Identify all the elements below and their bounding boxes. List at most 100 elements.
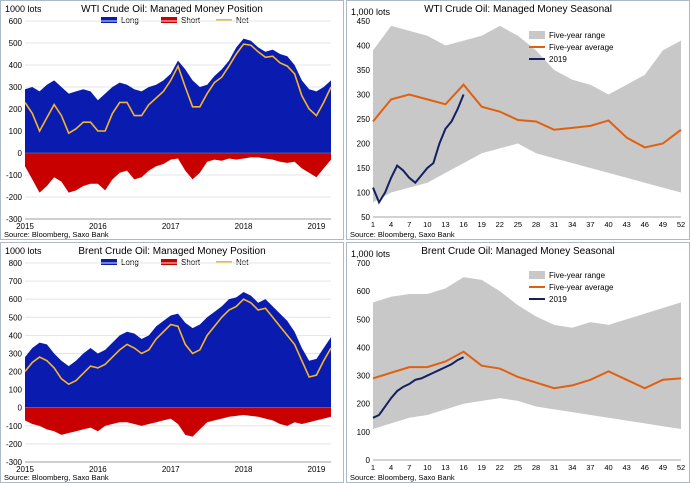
series-net-line	[24, 43, 332, 135]
y-tick-label: 700	[357, 259, 371, 268]
y-tick-label: -200	[6, 193, 23, 202]
legend-swatch-long	[101, 17, 117, 23]
x-tick-label: 2015	[16, 465, 34, 474]
chart-title: Brent Crude Oil: Managed Money Seasonal	[421, 246, 614, 257]
legend-swatch-range	[529, 271, 545, 279]
x-tick-label: 2016	[89, 465, 107, 474]
x-tick-label: 43	[622, 220, 630, 229]
x-tick-label: 7	[407, 463, 411, 472]
legend-swatch-short	[161, 17, 177, 23]
x-tick-label: 4	[389, 463, 393, 472]
y-tick-label: 100	[357, 428, 371, 437]
y-tick-label: 0	[18, 404, 23, 413]
legend-label-y2019: 2019	[549, 295, 567, 304]
wti-position-panel: 1000 lots WTI Crude Oil: Managed Money Po…	[0, 0, 344, 240]
y-tick-label: -300	[6, 458, 23, 467]
x-tick-label: 2019	[308, 465, 326, 474]
y-tick-label: 500	[9, 313, 23, 322]
x-tick-label: 52	[677, 463, 685, 472]
series-short-area	[25, 407, 331, 437]
legend-label-range: Five-year range	[549, 31, 606, 40]
legend-label-avg: Five-year average	[549, 43, 614, 52]
y-tick-label: 400	[9, 331, 23, 340]
y-tick-label: 300	[9, 349, 23, 358]
legend-swatch-long	[101, 259, 117, 265]
legend-label-avg: Five-year average	[549, 283, 614, 292]
x-tick-label: 7	[407, 220, 411, 229]
brent-position-panel: 1000 lots Brent Crude Oil: Managed Money …	[0, 242, 344, 483]
x-tick-label: 2017	[162, 222, 180, 231]
y-tick-label: 100	[9, 386, 23, 395]
series-long-area	[25, 38, 331, 153]
y-tick-label: 600	[9, 295, 23, 304]
brent-seasonal-panel: 1,000 lots Brent Crude Oil: Managed Money…	[346, 242, 690, 483]
x-tick-label: 37	[586, 220, 594, 229]
x-tick-label: 34	[568, 463, 576, 472]
y-tick-label: 600	[9, 17, 23, 26]
x-tick-label: 16	[459, 463, 467, 472]
x-tick-label: 22	[496, 463, 504, 472]
wti-position-chart: 1000 lots WTI Crude Oil: Managed Money Po…	[4, 4, 332, 239]
source-note: Source: Bloomberg, Saxo Bank	[4, 473, 109, 482]
series-five-year-average	[372, 83, 682, 149]
series-2019	[372, 356, 465, 419]
chart-title: WTI Crude Oil: Managed Money Seasonal	[424, 4, 612, 15]
y-tick-label: 500	[357, 315, 371, 324]
legend-swatch-range	[529, 31, 545, 39]
y-tick-label: 300	[357, 372, 371, 381]
x-tick-label: 4	[389, 220, 393, 229]
y-tick-label: 200	[9, 368, 23, 377]
x-tick-label: 43	[622, 463, 630, 472]
x-tick-label: 40	[604, 463, 612, 472]
x-tick-label: 34	[568, 220, 576, 229]
brent-position-chart: 1000 lots Brent Crude Oil: Managed Money …	[4, 246, 332, 482]
source-note: Source: Bloomberg, Saxo Bank	[350, 230, 455, 239]
unit-label: 1,000 lots	[351, 7, 391, 17]
unit-label: 1000 lots	[5, 246, 42, 256]
x-tick-label: 28	[532, 463, 540, 472]
y-tick-label: 450	[357, 17, 371, 26]
y-tick-label: 600	[357, 287, 371, 296]
x-tick-label: 19	[478, 220, 486, 229]
x-tick-label: 31	[550, 220, 558, 229]
y-tick-label: 150	[357, 164, 371, 173]
y-tick-label: 100	[357, 189, 371, 198]
y-tick-label: 350	[357, 66, 371, 75]
y-tick-label: 50	[361, 213, 370, 222]
wti-seasonal-chart: 1,000 lots WTI Crude Oil: Managed Money S…	[350, 4, 685, 239]
series-five-year-average	[372, 350, 682, 390]
series-long-area	[25, 291, 331, 408]
x-tick-label: 40	[604, 220, 612, 229]
y-tick-label: 400	[9, 61, 23, 70]
x-tick-label: 2018	[235, 465, 253, 474]
unit-label: 1000 lots	[5, 4, 42, 14]
unit-label: 1,000 lots	[351, 249, 391, 259]
x-tick-label: 13	[441, 463, 449, 472]
series-short-area	[25, 153, 331, 193]
y-tick-label: 100	[9, 127, 23, 136]
y-tick-label: 200	[357, 400, 371, 409]
x-tick-label: 2019	[308, 222, 326, 231]
y-tick-label: -200	[6, 440, 23, 449]
x-tick-label: 13	[441, 220, 449, 229]
x-tick-label: 31	[550, 463, 558, 472]
y-tick-label: 0	[18, 149, 23, 158]
x-tick-label: 49	[659, 220, 667, 229]
x-tick-label: 16	[459, 220, 467, 229]
y-tick-label: 700	[9, 277, 23, 286]
x-tick-label: 1	[371, 463, 375, 472]
series-net-line	[24, 298, 332, 386]
x-tick-label: 10	[423, 463, 431, 472]
series-five-year-range	[373, 25, 681, 203]
x-tick-label: 2015	[16, 222, 34, 231]
x-tick-label: 46	[641, 220, 649, 229]
x-tick-label: 49	[659, 463, 667, 472]
y-tick-label: 250	[357, 115, 371, 124]
brent-seasonal-chart: 1,000 lots Brent Crude Oil: Managed Money…	[350, 246, 685, 482]
y-tick-label: 400	[357, 343, 371, 352]
y-tick-label: 800	[9, 259, 23, 268]
chart-title: Brent Crude Oil: Managed Money Position	[78, 246, 265, 257]
x-tick-label: 25	[514, 463, 522, 472]
x-tick-label: 25	[514, 220, 522, 229]
